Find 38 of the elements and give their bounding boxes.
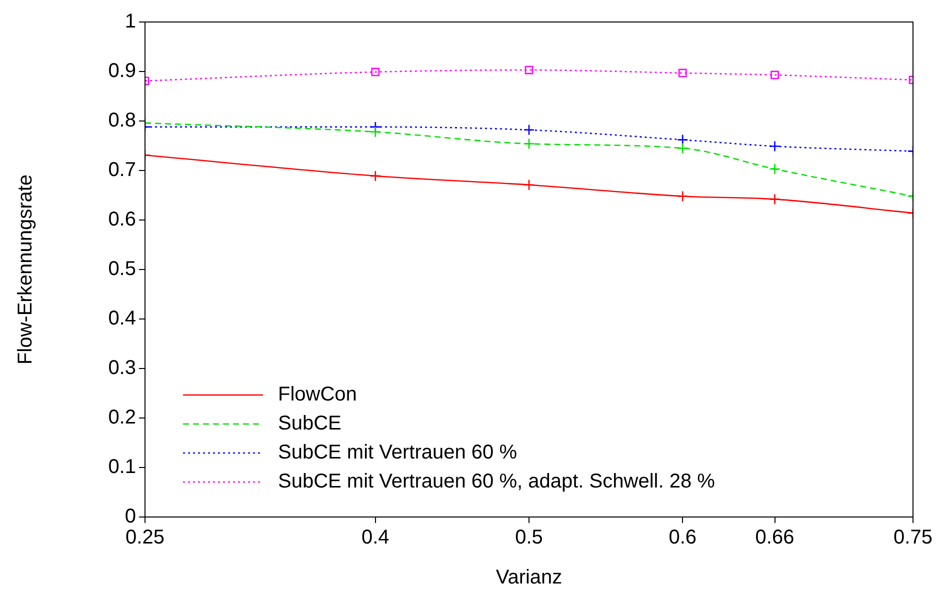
y-tick-label: 0.7: [108, 159, 136, 182]
point: [524, 66, 534, 74]
legend-label: SubCE: [278, 412, 342, 435]
y-axis-title: Flow-Erkennungsrate: [14, 174, 37, 365]
x-tick-label: 0.66: [755, 526, 794, 549]
point: [370, 170, 382, 182]
x-axis-title: Varianz: [496, 566, 562, 589]
point: [769, 163, 780, 175]
y-tick-label: 0.1: [108, 456, 136, 478]
y-tick-label: 0: [124, 506, 136, 528]
y-tick-label: 0.8: [108, 110, 136, 132]
point: [769, 140, 780, 152]
x-tick-label: 0.5: [515, 526, 543, 549]
point: [523, 124, 535, 136]
y-tick-label: 0.6: [108, 208, 136, 231]
y-tick-label: 0.2: [108, 406, 136, 429]
y-tick-label: 0.9: [108, 60, 136, 82]
point: [769, 194, 780, 205]
y-tick-label: 1: [124, 10, 136, 33]
x-tick-label: 0.6: [668, 526, 697, 549]
legend-label: SubCE mit Vertrauen 60 %, adapt. Schwell. 28 %: [278, 470, 716, 493]
point: [676, 190, 688, 202]
legend-label: FlowCon: [278, 384, 357, 406]
point: [678, 68, 687, 78]
point: [371, 68, 380, 76]
x-tick-label: 0.25: [126, 526, 164, 549]
y-tick-label: 0.4: [108, 308, 136, 330]
point: [770, 70, 779, 80]
point: [676, 142, 688, 154]
x-tick-label: 0.75: [894, 526, 932, 549]
y-tick-label: 0.3: [108, 357, 136, 380]
legend-label: SubCE mit Vertrauen 60 %: [278, 442, 518, 464]
point: [523, 179, 535, 191]
point: [370, 126, 382, 138]
x-tick-label: 0.4: [361, 526, 390, 549]
point: [523, 138, 535, 150]
point: [676, 134, 688, 146]
y-tick-label: 0.5: [108, 258, 136, 280]
